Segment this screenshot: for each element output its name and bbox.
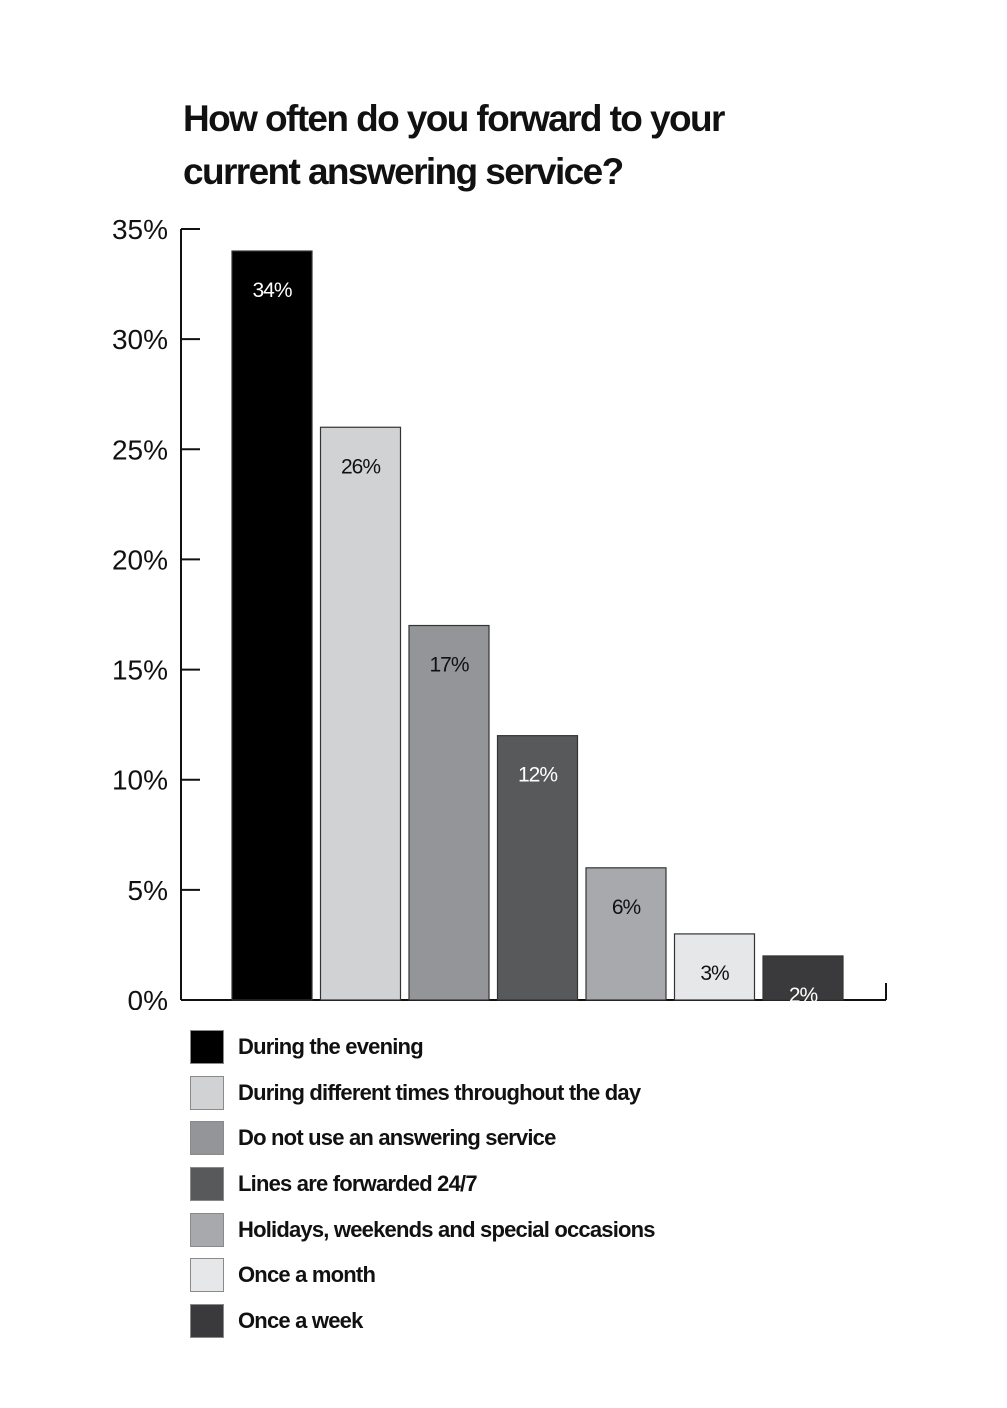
legend-item: Once a week xyxy=(190,1304,655,1339)
legend-swatch xyxy=(190,1258,224,1293)
y-tick-label: 5% xyxy=(128,875,168,906)
chart-title-line-2: current answering service? xyxy=(183,151,624,192)
legend-item: Lines are forwarded 24/7 xyxy=(190,1167,655,1202)
legend-label: Once a week xyxy=(238,1308,363,1334)
bar-value-label: 3% xyxy=(700,962,729,985)
bar xyxy=(585,867,667,1001)
y-tick-label: 15% xyxy=(112,655,168,686)
bar xyxy=(408,624,490,1001)
legend-item: During the evening xyxy=(190,1030,655,1064)
bar xyxy=(673,933,756,1001)
y-tick-label: 20% xyxy=(112,544,168,575)
bar xyxy=(231,250,313,1001)
legend-label: Do not use an answering service xyxy=(238,1125,556,1151)
bar xyxy=(319,426,402,1001)
bar-value-label: 17% xyxy=(429,654,468,677)
legend-swatch xyxy=(190,1304,224,1339)
y-tick-label: 10% xyxy=(112,765,168,796)
chart-title-line-1: How often do you forward to your xyxy=(183,98,725,139)
legend-swatch xyxy=(190,1121,224,1156)
bar-value-label: 6% xyxy=(612,896,641,919)
legend-item: During different times throughout the da… xyxy=(190,1075,655,1110)
legend: During the evening During different times… xyxy=(190,1030,656,1350)
bar-value-label: 12% xyxy=(518,764,557,787)
y-tick-label: 0% xyxy=(128,985,168,1010)
legend-swatch xyxy=(190,1030,224,1064)
legend-label: Once a month xyxy=(238,1262,376,1288)
y-tick-label: 35% xyxy=(112,214,168,245)
legend-swatch xyxy=(190,1167,224,1202)
legend-label: During different times throughout the da… xyxy=(238,1079,641,1105)
legend-label: Lines are forwarded 24/7 xyxy=(238,1171,478,1197)
legend-swatch xyxy=(190,1075,224,1110)
y-tick-label: 25% xyxy=(112,434,168,465)
legend-swatch xyxy=(190,1212,224,1247)
bar xyxy=(762,955,844,1001)
chart-title: How often do you forward to your current… xyxy=(183,92,883,198)
bar-value-label: 34% xyxy=(252,279,291,302)
bar xyxy=(496,735,579,1001)
legend-label: During the evening xyxy=(238,1034,424,1059)
bar-chart: 0% 5% 10% 15% 20% 25% 30% 35% 34% 26% 17% 12% 6% 3% 2… xyxy=(112,214,887,1010)
legend-label: Holidays, weekends and special occasions xyxy=(238,1216,656,1242)
legend-item: Holidays, weekends and special occasions xyxy=(190,1212,656,1247)
legend-item: Once a month xyxy=(190,1258,655,1293)
bar-value-label: 2% xyxy=(789,984,818,1007)
bar-value-label: 26% xyxy=(341,455,380,478)
bar-value-labels: 34% 26% 17% 12% 6% 3% 2% xyxy=(252,279,818,1007)
y-tick-label: 30% xyxy=(112,324,168,355)
bars xyxy=(231,250,844,1001)
legend-item: Do not use an answering service xyxy=(190,1121,655,1156)
y-axis: 0% 5% 10% 15% 20% 25% 30% 35% xyxy=(112,214,887,1010)
